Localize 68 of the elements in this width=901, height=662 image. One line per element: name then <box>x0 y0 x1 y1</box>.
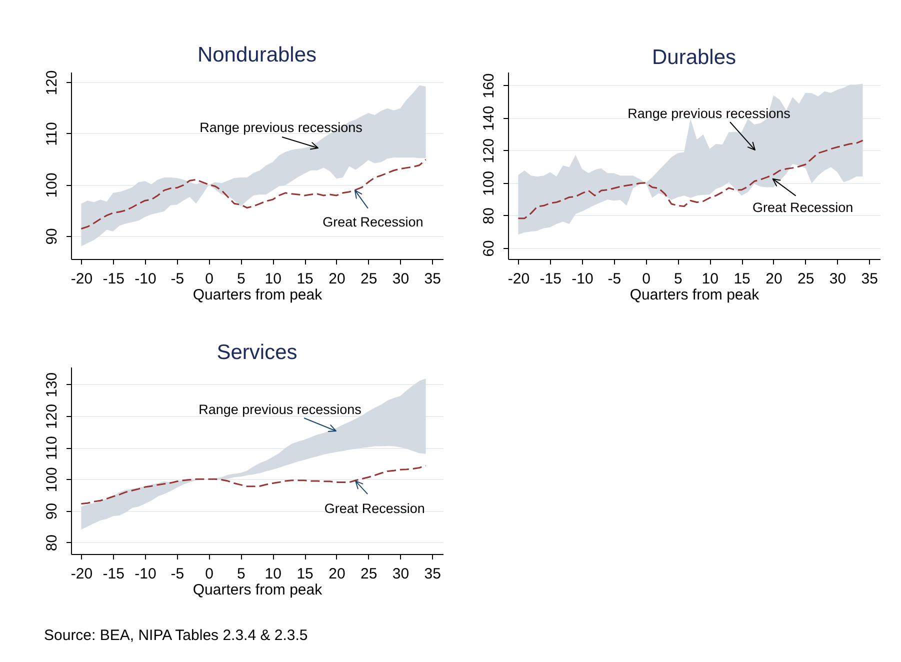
x-tick-label: 25 <box>360 566 378 582</box>
y-tick-label: 80 <box>44 534 60 552</box>
x-tick-label: 10 <box>702 270 718 288</box>
x-tick-label: -10 <box>134 566 156 582</box>
x-tick-label: 0 <box>642 270 650 288</box>
x-tick-label: 15 <box>296 270 314 288</box>
x-tick-label: 35 <box>861 270 878 288</box>
x-tick-label: 35 <box>424 566 441 582</box>
y-tick-label: 160 <box>480 73 498 98</box>
x-tick-label: -15 <box>102 270 124 288</box>
y-tick-label: 100 <box>480 170 498 196</box>
x-tick-label: -20 <box>70 270 93 288</box>
x-tick-label: -5 <box>170 566 184 582</box>
x-tick-label: 0 <box>205 270 214 288</box>
x-tick-label: -20 <box>70 566 93 582</box>
x-tick-label: -20 <box>508 270 530 288</box>
x-tick-label: 5 <box>237 566 246 582</box>
x-tick-label: 15 <box>296 566 314 582</box>
x-tick-label: -15 <box>540 270 562 288</box>
y-tick-label: 120 <box>44 404 60 429</box>
x-tick-label: 10 <box>264 566 282 582</box>
y-tick-label: 110 <box>44 122 60 146</box>
x-tick-label: 30 <box>392 566 410 582</box>
x-tick-label: 0 <box>205 566 214 582</box>
x-tick-label: -10 <box>572 270 594 288</box>
annotation: Range previous recessions <box>200 120 363 135</box>
line-series <box>517 140 864 220</box>
x-tick-label: 25 <box>798 270 814 288</box>
x-axis-title: Quarters from peak <box>192 582 323 598</box>
line-series <box>80 158 427 230</box>
x-tick-label: 5 <box>674 270 682 288</box>
y-tick-label: 110 <box>44 436 60 460</box>
y-tick-label: 60 <box>480 240 498 257</box>
line-series <box>80 464 427 505</box>
y-tick-label: 100 <box>44 467 60 492</box>
y-tick-label: 120 <box>480 138 498 164</box>
y-tick-label: 140 <box>480 106 498 131</box>
y-tick-label: 100 <box>44 172 60 198</box>
annotation: Range previous recessions <box>628 106 791 121</box>
annotation: Range previous recessions <box>198 402 362 417</box>
x-tick-label: 20 <box>766 270 782 288</box>
x-tick-label: 5 <box>237 270 246 288</box>
y-tick-label: 90 <box>44 502 60 520</box>
x-tick-label: 15 <box>734 270 750 288</box>
annotation: Great Recession <box>322 214 424 230</box>
x-tick-label: 30 <box>829 270 846 288</box>
x-axis-title: Quarters from peak <box>192 286 323 304</box>
x-tick-label: -15 <box>102 566 124 582</box>
x-axis-title: Quarters from peak <box>630 286 760 304</box>
x-tick-label: 10 <box>264 270 282 288</box>
y-tick-label: 90 <box>44 228 60 245</box>
x-tick-label: 20 <box>328 270 346 288</box>
x-tick-label: -5 <box>170 270 184 288</box>
x-tick-label: 25 <box>360 270 378 288</box>
y-tick-label: 120 <box>44 70 60 96</box>
y-tick-label: 80 <box>480 208 498 224</box>
source-note: Source: BEA, NIPA Tables 2.3.4 & 2.3.5 <box>44 627 308 644</box>
annotation: Great Recession <box>752 200 854 215</box>
x-tick-label: 30 <box>392 270 410 288</box>
annotation: Great Recession <box>324 501 425 516</box>
chart-title: Durables <box>652 46 736 69</box>
x-tick-label: -10 <box>134 270 156 288</box>
y-tick-label: 130 <box>44 372 60 398</box>
x-tick-label: 35 <box>424 270 441 288</box>
chart-title: Nondurables <box>197 44 317 67</box>
x-tick-label: 20 <box>328 566 346 582</box>
chart-title: Services <box>216 341 298 364</box>
x-tick-label: -5 <box>608 270 622 288</box>
